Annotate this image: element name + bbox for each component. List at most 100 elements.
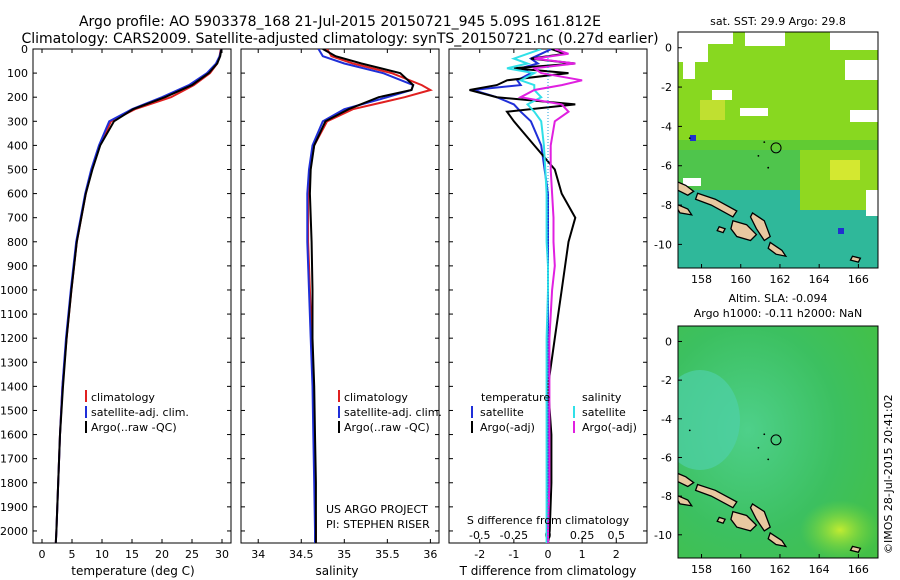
sst-map-title: sat. SST: 29.9 Argo: 29.8 <box>710 15 846 28</box>
depth-tick-label: 1500 <box>0 404 28 417</box>
atoll <box>757 155 760 157</box>
sst-missing-data <box>745 32 785 46</box>
depth-tick-label: 900 <box>7 260 28 273</box>
island <box>716 516 727 524</box>
legend-label-temp-argo: Argo(-adj) <box>480 421 535 434</box>
island <box>678 181 695 196</box>
map-lat-label: -6 <box>661 160 672 173</box>
depth-tick-label: 800 <box>7 236 28 249</box>
map-lat-label: -2 <box>661 81 672 94</box>
map-lat-label: 0 <box>665 42 672 55</box>
depth-tick-label: 2000 <box>0 525 28 538</box>
sla-map-frame <box>677 325 879 559</box>
project-annotation: US ARGO PROJECT <box>326 503 428 516</box>
x-tick-label: -2 <box>474 548 485 561</box>
map-lon-label: 164 <box>809 563 830 576</box>
sla-map-title-line1: Altim. SLA: -0.094 <box>728 292 827 305</box>
legend-label-satellite: satellite-adj. clim. <box>91 406 189 419</box>
island <box>767 241 788 258</box>
map-lon-label: 158 <box>691 563 712 576</box>
x-tick-label: 30 <box>215 548 229 561</box>
map-lat-label: -10 <box>654 529 672 542</box>
depth-tick-label: 700 <box>7 212 28 225</box>
depth-tick-label: 1800 <box>0 477 28 490</box>
map-lon-label: 166 <box>848 273 869 286</box>
island <box>730 510 758 532</box>
sst-missing-data <box>683 55 695 79</box>
argo-location-marker <box>770 142 782 154</box>
x-tick-label: 0 <box>39 548 46 561</box>
temperature-panel <box>32 48 232 544</box>
solomon-islands-land <box>678 429 862 553</box>
s-tick-label: -0.5 <box>469 529 490 542</box>
map-lat-label: -4 <box>661 120 672 133</box>
sst-map-frame <box>677 31 879 269</box>
island <box>767 531 788 548</box>
t-difference-axis-label: T difference from climatology <box>459 564 637 578</box>
island <box>749 502 771 532</box>
salinity-axis-label: salinity <box>315 564 358 578</box>
x-tick-label: 1 <box>579 548 586 561</box>
depth-tick-label: 200 <box>7 91 28 104</box>
atoll <box>767 166 770 169</box>
x-tick-label: 10 <box>95 548 109 561</box>
sst-hot-patch <box>700 100 725 120</box>
map-lat-label: -10 <box>654 238 672 251</box>
temperature-lines <box>54 49 223 543</box>
series-line-argo-raw-qc <box>54 49 223 543</box>
sst-missing-data <box>866 190 878 216</box>
argo-location-marker <box>770 434 782 446</box>
map-lon-label: 160 <box>730 563 751 576</box>
legend-label-satellite: satellite-adj. clim. <box>344 406 442 419</box>
x-tick-label: 35.5 <box>375 548 400 561</box>
map-lon-label: 160 <box>730 273 751 286</box>
sla-map-axes: 158 160 162 164 166 0 -2 -4 -6 -8 -10 <box>654 335 869 576</box>
depth-tick-label: 100 <box>7 67 28 80</box>
map-lat-label: -6 <box>661 451 672 464</box>
temperature-legend: climatology satellite-adj. clim. Argo(..… <box>85 390 189 434</box>
series-line-argo-raw-qc <box>308 49 415 543</box>
island <box>749 211 771 242</box>
x-tick-label: 35 <box>337 548 351 561</box>
atoll <box>757 446 760 449</box>
legend-label-climatology: climatology <box>344 391 408 404</box>
x-tick-label: 25 <box>185 548 199 561</box>
x-tick-label: 2 <box>613 548 620 561</box>
map-lon-label: 162 <box>769 563 790 576</box>
depth-tick-label: 300 <box>7 115 28 128</box>
figure-title-line1: Argo profile: AO 5903378_168 21-Jul-2015… <box>79 14 601 30</box>
s-tick-label: 0.25 <box>570 529 595 542</box>
island <box>694 192 738 218</box>
depth-axis: 0 100 200 300 400 500 600 700 800 900 1000 1100 1200… <box>0 43 647 538</box>
x-tick-label: 5 <box>69 548 76 561</box>
sst-warm-band <box>678 32 878 150</box>
sst-cold-pixel <box>690 135 696 141</box>
depth-tick-label: 0 <box>21 43 28 56</box>
map-lon-label: 166 <box>848 563 869 576</box>
map-lat-label: -2 <box>661 374 672 387</box>
figure-title-line2: Climatology: CARS2009. Satellite-adjuste… <box>21 31 658 47</box>
x-tick-label: 34.5 <box>289 548 314 561</box>
sst-missing-data <box>845 60 878 80</box>
sst-hot-patch <box>830 160 860 180</box>
sla-high-patch <box>800 500 878 558</box>
atoll <box>688 137 691 140</box>
legend-label-temp-satellite: satellite <box>480 406 524 419</box>
sla-map <box>678 326 878 558</box>
x-tick-label: 36 <box>423 548 437 561</box>
legend-header-temperature: temperature <box>481 391 550 404</box>
sst-map <box>678 32 878 268</box>
island <box>849 255 862 263</box>
island <box>716 225 727 234</box>
temperature-axis-label: temperature (deg C) <box>71 564 194 578</box>
island <box>678 472 695 488</box>
sla-map-title-line2: Argo h1000: -0.11 h2000: NaN <box>694 307 863 320</box>
sst-missing-data <box>740 108 768 116</box>
difference-lines <box>469 49 583 543</box>
legend-label-climatology: climatology <box>91 391 155 404</box>
sst-map-axes: 158 160 162 164 166 0 -2 -4 -6 -8 -10 <box>654 42 869 286</box>
sst-missing-data <box>830 32 878 50</box>
map-lon-label: 164 <box>809 273 830 286</box>
x-tick-label: 20 <box>155 548 169 561</box>
sst-missing-data <box>850 110 878 122</box>
